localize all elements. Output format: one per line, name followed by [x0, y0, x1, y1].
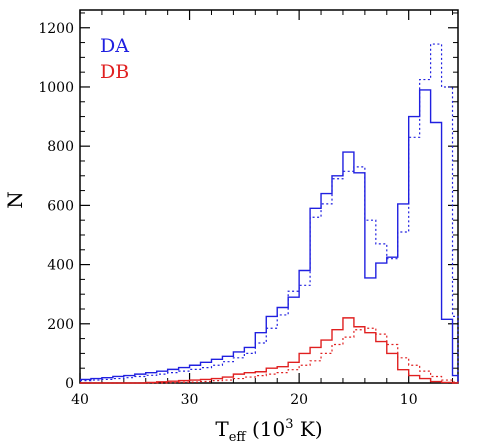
- y-axis-title: N: [3, 191, 27, 209]
- x-axis-title-sub: eff: [229, 430, 248, 444]
- x-axis-title-post: K): [294, 417, 323, 441]
- axis-ticks: 40 30 20 10 0 200 400 600 800 1000 1200: [38, 10, 458, 408]
- legend-entry-db: DB: [100, 61, 129, 83]
- y-tick-label: 1200: [38, 21, 74, 37]
- x-axis-title: Teff (103 K): [215, 417, 322, 444]
- x-tick-label: 40: [71, 392, 89, 408]
- y-tick-label: 200: [47, 317, 74, 333]
- series-db-dotted: [80, 327, 459, 384]
- y-tick-label: 1000: [38, 80, 74, 96]
- series-group: [80, 43, 459, 384]
- x-tick-label: 30: [181, 392, 199, 408]
- x-axis-title-pre: (10: [246, 417, 286, 441]
- series-db-solid: [80, 317, 458, 384]
- y-tick-label: 0: [65, 376, 74, 392]
- series-da-solid: [80, 89, 459, 383]
- x-axis-title-sup: 3: [285, 417, 293, 432]
- legend-entry-da: DA: [100, 35, 129, 57]
- y-tick-label: 600: [47, 198, 74, 214]
- plot-area-border: [79, 9, 459, 384]
- legend: DA DB: [100, 35, 129, 83]
- y-tick-label: 800: [47, 139, 74, 155]
- plot-frame: [79, 9, 459, 384]
- x-axis-title-main: T: [215, 417, 229, 441]
- y-tick-label: 400: [47, 258, 74, 274]
- x-tick-label: 10: [400, 392, 418, 408]
- x-tick-label: 20: [290, 392, 308, 408]
- series-da-dotted: [80, 43, 459, 383]
